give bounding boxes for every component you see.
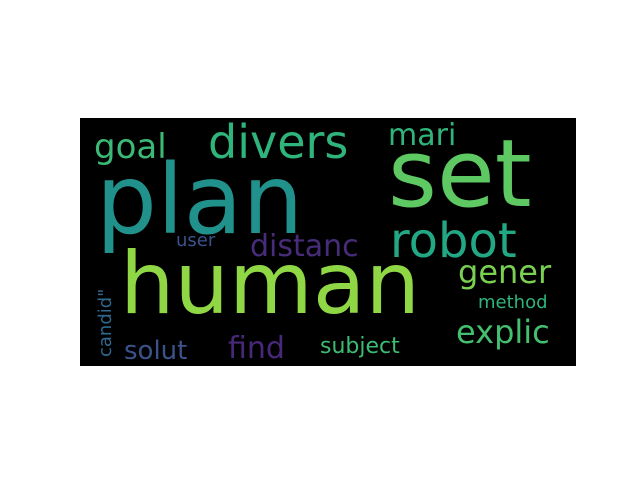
word-mari: mari [388, 118, 457, 153]
word-solut: solut [124, 336, 188, 366]
word-set: set [388, 120, 532, 229]
word-find: find [228, 331, 285, 366]
word-cloud-canvas: plan set human robot divers mari goal di… [80, 118, 576, 366]
word-candid: candid" [95, 288, 116, 357]
word-gener: gener [458, 253, 552, 291]
word-subject: subject [320, 334, 400, 359]
word-explic: explic [456, 313, 550, 351]
word-user: user [176, 230, 216, 251]
word-human: human [120, 234, 420, 334]
word-goal: goal [94, 127, 167, 167]
word-plan: plan [96, 144, 304, 256]
word-distanc: distanc [250, 229, 359, 264]
word-robot: robot [390, 213, 517, 269]
word-divers: divers [208, 115, 349, 169]
word-method: method [478, 292, 548, 313]
